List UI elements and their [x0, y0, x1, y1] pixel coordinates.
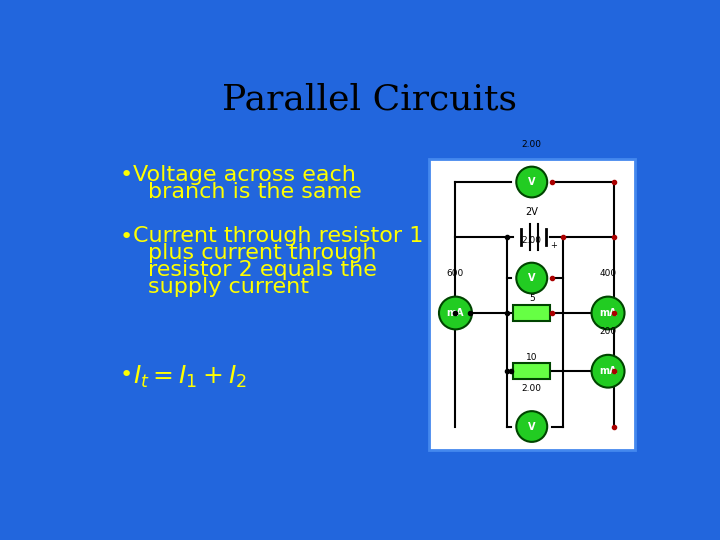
- Text: •: •: [120, 165, 132, 185]
- Text: Parallel Circuits: Parallel Circuits: [222, 83, 516, 117]
- Text: 400: 400: [600, 269, 616, 278]
- Text: branch is the same: branch is the same: [148, 182, 362, 202]
- Circle shape: [592, 296, 624, 329]
- Circle shape: [516, 263, 547, 293]
- Text: 200: 200: [600, 327, 616, 336]
- Text: $I_t = I_1 + I_2$: $I_t = I_1 + I_2$: [132, 363, 247, 390]
- Text: 2.00: 2.00: [522, 139, 541, 148]
- Text: +: +: [550, 241, 557, 250]
- Text: resistor 2 equals the: resistor 2 equals the: [148, 260, 377, 280]
- Text: •: •: [120, 365, 132, 385]
- Text: V: V: [528, 273, 536, 283]
- Circle shape: [592, 355, 624, 388]
- Text: mA: mA: [446, 308, 464, 318]
- Circle shape: [516, 167, 547, 198]
- Text: 600: 600: [447, 269, 464, 278]
- Circle shape: [516, 411, 547, 442]
- Text: mA: mA: [599, 366, 617, 376]
- Bar: [513, 363, 550, 379]
- Bar: [513, 305, 550, 321]
- Bar: [428, 159, 635, 450]
- Text: mA: mA: [599, 308, 617, 318]
- Text: Current through resistor 1: Current through resistor 1: [132, 226, 423, 246]
- Circle shape: [439, 296, 472, 329]
- Text: 2V: 2V: [526, 207, 538, 217]
- Text: V: V: [528, 177, 536, 187]
- Text: 2.00: 2.00: [522, 384, 541, 393]
- Text: V: V: [528, 422, 536, 431]
- Text: plus current through: plus current through: [148, 244, 377, 264]
- Text: 2.00: 2.00: [522, 235, 541, 245]
- Text: •: •: [120, 226, 132, 246]
- Text: Voltage across each: Voltage across each: [132, 165, 356, 185]
- Text: supply current: supply current: [148, 278, 309, 298]
- Text: 5: 5: [529, 294, 535, 303]
- Text: 10: 10: [526, 353, 538, 362]
